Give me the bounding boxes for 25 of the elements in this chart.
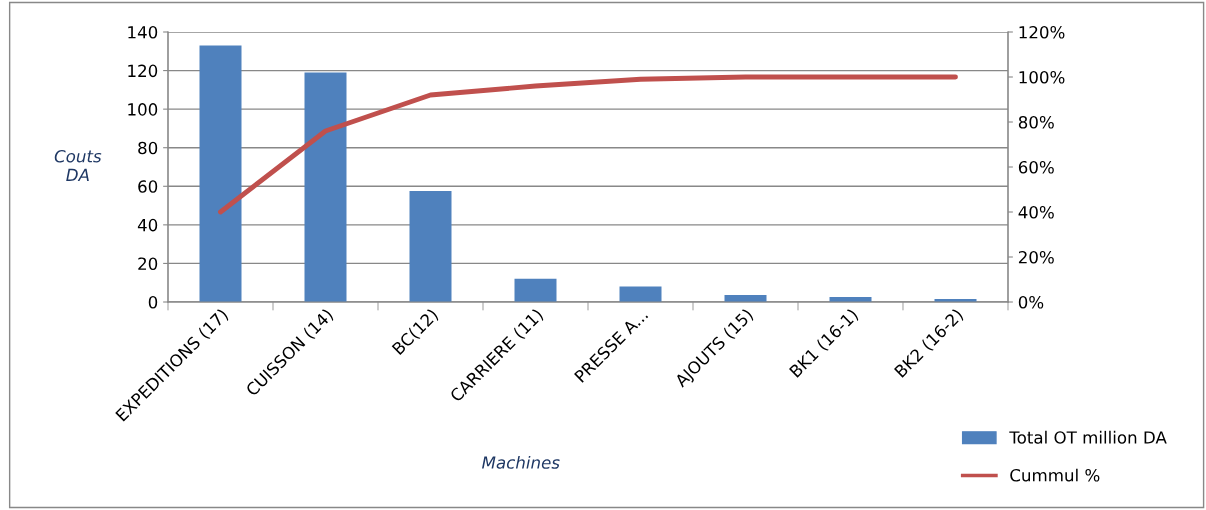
y2-tick-label: 120% xyxy=(1019,25,1065,39)
bar xyxy=(619,286,662,302)
y2-tick-label: 60% xyxy=(1018,160,1054,174)
bar xyxy=(199,45,242,302)
y2-tick-label: 0% xyxy=(1018,295,1044,309)
line-series xyxy=(218,74,958,215)
legend-label: Cummul % xyxy=(1010,468,1100,482)
bar xyxy=(514,278,557,302)
x-axis-title: Machines xyxy=(482,455,560,469)
y-tick-label: 140 xyxy=(128,25,158,39)
y-tick-label: 80 xyxy=(138,141,158,155)
legend-label: Total OT million DA xyxy=(1009,430,1167,444)
y2-tick-label: 20% xyxy=(1018,250,1054,264)
y2-tick-label: 40% xyxy=(1018,205,1054,219)
y2-tick-label: 100% xyxy=(1019,70,1065,84)
y-tick-label: 20 xyxy=(138,257,158,270)
bar xyxy=(304,72,347,302)
y-tick-label: 0 xyxy=(148,295,158,309)
y-tick-label: 120 xyxy=(128,64,158,78)
y-tick-label: 100 xyxy=(128,103,158,116)
bar xyxy=(409,191,452,302)
y-tick-label: 40 xyxy=(137,218,158,232)
y-tick-label: 60 xyxy=(138,180,158,193)
y2-tick-label: 80% xyxy=(1018,115,1054,129)
y-axis-title: Couts DA xyxy=(54,149,102,181)
